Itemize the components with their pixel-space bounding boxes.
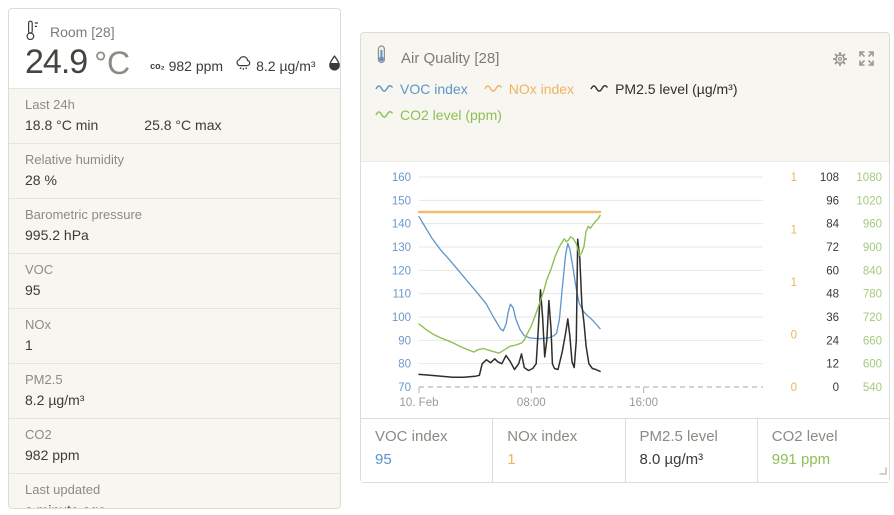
svg-text:0: 0	[791, 382, 797, 394]
svg-text:110: 110	[393, 289, 411, 301]
legend-item-co2[interactable]: CO2 level (ppm)	[375, 107, 502, 123]
stat-pm25: PM2.5 8.2 µg/m³	[9, 364, 340, 419]
particulate-cloud-icon	[235, 55, 252, 76]
svg-text:0: 0	[833, 382, 839, 394]
svg-text:96: 96	[826, 195, 839, 207]
svg-text:140: 140	[392, 219, 411, 231]
expand-icon[interactable]	[858, 50, 875, 67]
svg-text:840: 840	[863, 265, 882, 277]
stat-co2: CO2 982 ppm	[9, 419, 340, 474]
footer-voc-index: VOC index 95	[375, 428, 448, 468]
temperature-unit: °C	[94, 45, 131, 81]
svg-text:960: 960	[863, 219, 882, 231]
room-card-header: Room [28] 24.9 °C co₂ 982 ppm	[9, 9, 340, 89]
air-quality-card: Air Quality [28]	[360, 32, 890, 483]
svg-text:1: 1	[791, 277, 797, 289]
svg-text:160: 160	[392, 172, 411, 184]
stat-voc: VOC 95	[9, 254, 340, 309]
svg-text:72: 72	[826, 242, 839, 254]
co2-inline-value: 982 ppm	[168, 57, 224, 74]
co2-icon: co₂	[150, 60, 165, 71]
svg-text:36: 36	[826, 312, 839, 324]
chart-footer: VOC index 95 NOx index 1 PM2.5 level 8.0…	[361, 418, 889, 482]
svg-text:1: 1	[791, 172, 797, 184]
sparkline-icon	[375, 107, 395, 123]
svg-text:12: 12	[826, 359, 839, 371]
svg-text:90: 90	[398, 335, 411, 347]
sparkline-icon	[590, 81, 610, 97]
svg-text:80: 80	[398, 359, 411, 371]
svg-text:70: 70	[398, 382, 411, 394]
sparkline-icon	[484, 81, 504, 97]
svg-text:120: 120	[392, 265, 411, 277]
svg-text:08:00: 08:00	[517, 397, 546, 409]
gear-icon[interactable]	[831, 50, 849, 68]
legend-item-voc[interactable]: VOC index	[375, 81, 468, 97]
svg-text:60: 60	[826, 265, 839, 277]
footer-co2-level: CO2 level 991 ppm	[756, 419, 889, 482]
svg-text:660: 660	[863, 335, 882, 347]
temperature-value: 24.9	[25, 43, 88, 81]
room-card: Room [28] 24.9 °C co₂ 982 ppm	[8, 8, 341, 509]
legend-item-nox[interactable]: NOx index	[484, 81, 574, 97]
stat-last-updated: Last updated a minute ago	[9, 474, 340, 508]
stat-last-24h: Last 24h 18.8 °C min 25.8 °C max	[9, 89, 340, 144]
room-stats-list: Last 24h 18.8 °C min 25.8 °C max Relative…	[9, 89, 340, 508]
stat-relative-humidity: Relative humidity 28 %	[9, 144, 340, 199]
thermometer-icon	[25, 20, 39, 44]
air-quality-header: Air Quality [28]	[361, 33, 889, 72]
stat-barometric-pressure: Barometric pressure 995.2 hPa	[9, 199, 340, 254]
legend-item-pm25[interactable]: PM2.5 level (µg/m³)	[590, 81, 738, 97]
svg-text:48: 48	[826, 289, 839, 301]
air-quality-title: Air Quality [28]	[401, 50, 500, 67]
footer-pm25-level: PM2.5 level 8.0 µg/m³	[624, 419, 757, 482]
svg-text:150: 150	[392, 195, 411, 207]
svg-text:10. Feb: 10. Feb	[400, 397, 439, 409]
svg-text:108: 108	[820, 172, 839, 184]
svg-text:100: 100	[392, 312, 411, 324]
pm25-inline-value: 8.2 µg/m³	[256, 57, 316, 74]
svg-text:900: 900	[863, 242, 882, 254]
svg-text:130: 130	[392, 242, 411, 254]
air-quality-chart[interactable]: 1601501401301201101009080701110010896847…	[361, 162, 891, 422]
svg-text:780: 780	[863, 289, 882, 301]
sparkline-icon	[375, 81, 395, 97]
svg-text:1020: 1020	[856, 195, 882, 207]
svg-text:84: 84	[826, 219, 839, 231]
thermometer-icon	[375, 45, 388, 72]
svg-text:600: 600	[863, 359, 882, 371]
humidity-drop-icon	[328, 55, 340, 76]
svg-text:24: 24	[826, 335, 839, 347]
svg-text:1: 1	[791, 225, 797, 237]
resize-handle[interactable]	[878, 462, 887, 480]
svg-text:540: 540	[863, 382, 882, 394]
svg-text:16:00: 16:00	[629, 397, 658, 409]
svg-text:1080: 1080	[856, 172, 882, 184]
stat-nox: NOx 1	[9, 309, 340, 364]
room-title: Room [28]	[50, 24, 115, 40]
footer-nox-index: NOx index 1	[492, 419, 624, 482]
svg-text:0: 0	[791, 330, 797, 342]
chart-legend: VOC index NOx index PM2.5 level (µg/m³) …	[361, 72, 889, 123]
svg-text:720: 720	[863, 312, 882, 324]
